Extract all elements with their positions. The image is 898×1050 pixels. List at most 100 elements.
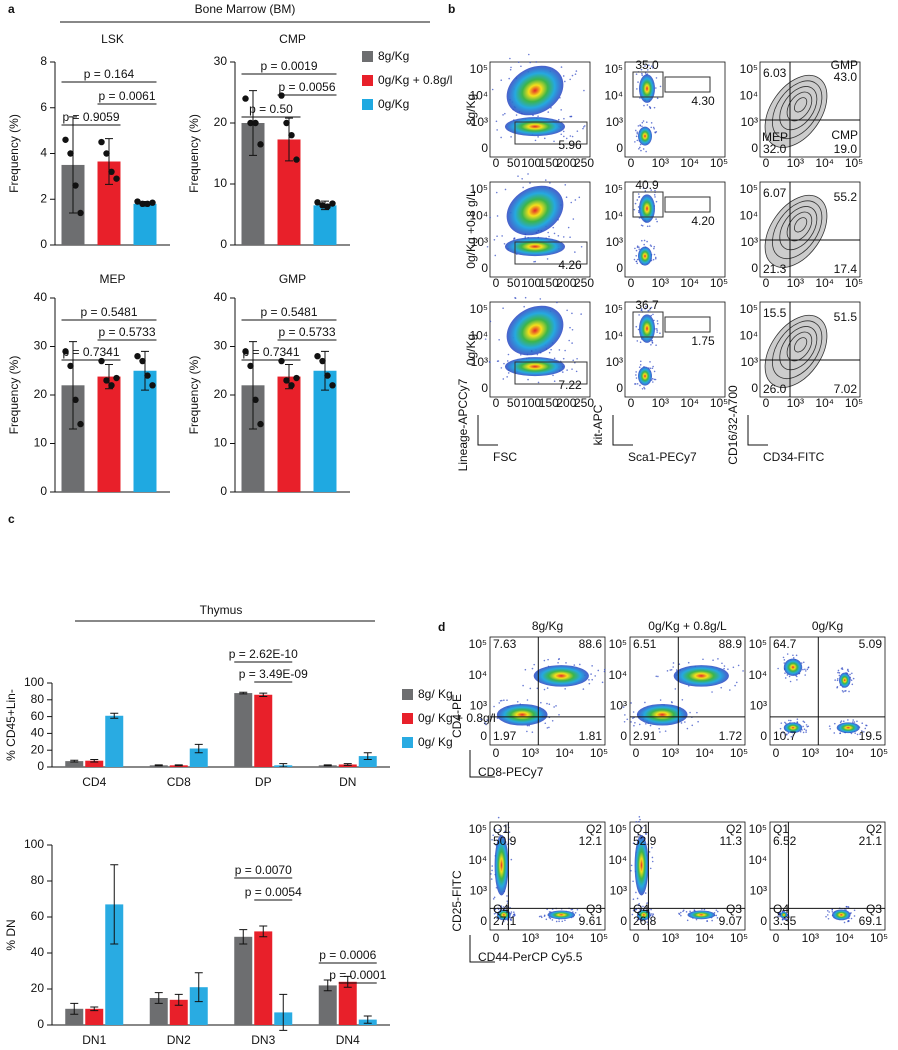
event-dot	[659, 332, 661, 334]
y-tick-label: 0	[220, 237, 227, 251]
event-dot	[526, 699, 529, 701]
flow-tick: 10³	[662, 931, 679, 945]
event-dot	[804, 668, 806, 671]
event-dot	[651, 340, 653, 342]
event-dot	[639, 364, 642, 366]
event-dot	[636, 199, 639, 201]
event-dot	[561, 920, 564, 923]
plot-frame	[489, 181, 591, 278]
event-dot	[511, 915, 514, 918]
event-dot	[642, 905, 644, 908]
column-title: 0g/Kg + 0.8g/L	[648, 619, 727, 633]
bar	[169, 999, 188, 1025]
event-dot	[634, 908, 637, 911]
event-dot	[643, 243, 645, 246]
gate-value: 1.75	[691, 334, 715, 348]
event-dot	[509, 68, 512, 71]
y-axis-label: Frequency (%)	[7, 356, 21, 435]
data-point	[257, 420, 264, 428]
event-dot	[716, 910, 719, 913]
error-bar	[279, 763, 288, 768]
event-dot	[547, 231, 549, 234]
event-dot	[582, 127, 584, 130]
event-dot	[646, 69, 649, 71]
event-dot	[523, 305, 525, 308]
event-dot	[802, 720, 805, 723]
legend-label: 0g/Kg	[378, 97, 409, 111]
event-dot	[687, 661, 690, 664]
event-dot	[639, 124, 641, 126]
event-dot	[500, 79, 503, 82]
event-dot	[510, 911, 513, 913]
event-dot	[563, 117, 565, 120]
event-dot	[529, 687, 532, 690]
event-dot	[833, 722, 836, 725]
density	[638, 246, 652, 266]
event-dot	[647, 309, 650, 312]
quadrant-name: Q2	[866, 822, 882, 836]
data-point	[77, 209, 84, 217]
event-dot	[491, 865, 494, 867]
event-dot	[551, 919, 554, 921]
event-dot	[504, 188, 507, 191]
event-dot	[562, 357, 565, 360]
event-dot	[651, 914, 654, 917]
event-dot	[509, 842, 512, 845]
event-dot	[659, 699, 662, 701]
flow-tick: 10⁵	[609, 822, 627, 836]
density	[494, 834, 509, 896]
event-dot	[557, 234, 560, 237]
event-dot	[717, 658, 719, 660]
event-dot	[781, 919, 784, 921]
event-dot	[831, 910, 834, 913]
plot-frame	[759, 61, 861, 158]
event-dot	[644, 65, 646, 67]
event-dot	[507, 372, 510, 374]
event-dot	[780, 722, 783, 724]
gate-value: 7.22	[558, 378, 582, 392]
event-dot	[513, 915, 515, 917]
event-dot	[494, 908, 497, 911]
event-dot	[535, 61, 537, 63]
row-label: 0g/Kg +0.8 g/L	[464, 190, 478, 269]
flow-tick: 0	[616, 381, 623, 395]
event-dot	[847, 906, 849, 908]
flow-tick: 10³	[471, 235, 488, 249]
bar	[254, 931, 273, 1025]
event-dot	[639, 384, 641, 387]
flow-tick: 10⁴	[555, 931, 574, 945]
axis-label: CD25-FITC	[450, 870, 464, 932]
event-dot	[529, 61, 531, 64]
event-dot	[552, 374, 554, 377]
event-dot	[633, 258, 636, 261]
x-tick-label: DN1	[82, 1033, 106, 1047]
event-dot	[841, 689, 844, 692]
event-dot	[653, 245, 656, 248]
event-dot	[536, 687, 539, 690]
event-dot	[582, 126, 585, 128]
event-dot	[836, 686, 838, 689]
event-dot	[522, 684, 524, 687]
event-dot	[537, 381, 540, 384]
event-dot	[544, 179, 547, 181]
y-tick-label: 2	[40, 191, 47, 205]
event-dot	[504, 112, 506, 115]
event-dot	[539, 298, 542, 300]
flow-tick: 10⁵	[605, 302, 623, 316]
event-dot	[636, 139, 639, 142]
flow-tick: 10⁴	[695, 746, 714, 760]
flow-tick: 10⁴	[468, 668, 487, 682]
event-dot	[493, 705, 495, 708]
legend-label: 0g/ Kg + 0.8g/l	[418, 711, 496, 725]
flow-tick: 50	[507, 276, 521, 290]
data-point	[139, 200, 146, 208]
event-dot	[632, 842, 635, 844]
flow-tick: 10³	[522, 746, 539, 760]
data-point	[319, 357, 326, 365]
event-dot	[543, 659, 546, 662]
density	[839, 672, 851, 688]
event-dot	[493, 238, 496, 241]
gate-value: 17.4	[834, 262, 858, 276]
data-point	[149, 382, 156, 389]
quadrant-name: Q1	[773, 822, 789, 836]
